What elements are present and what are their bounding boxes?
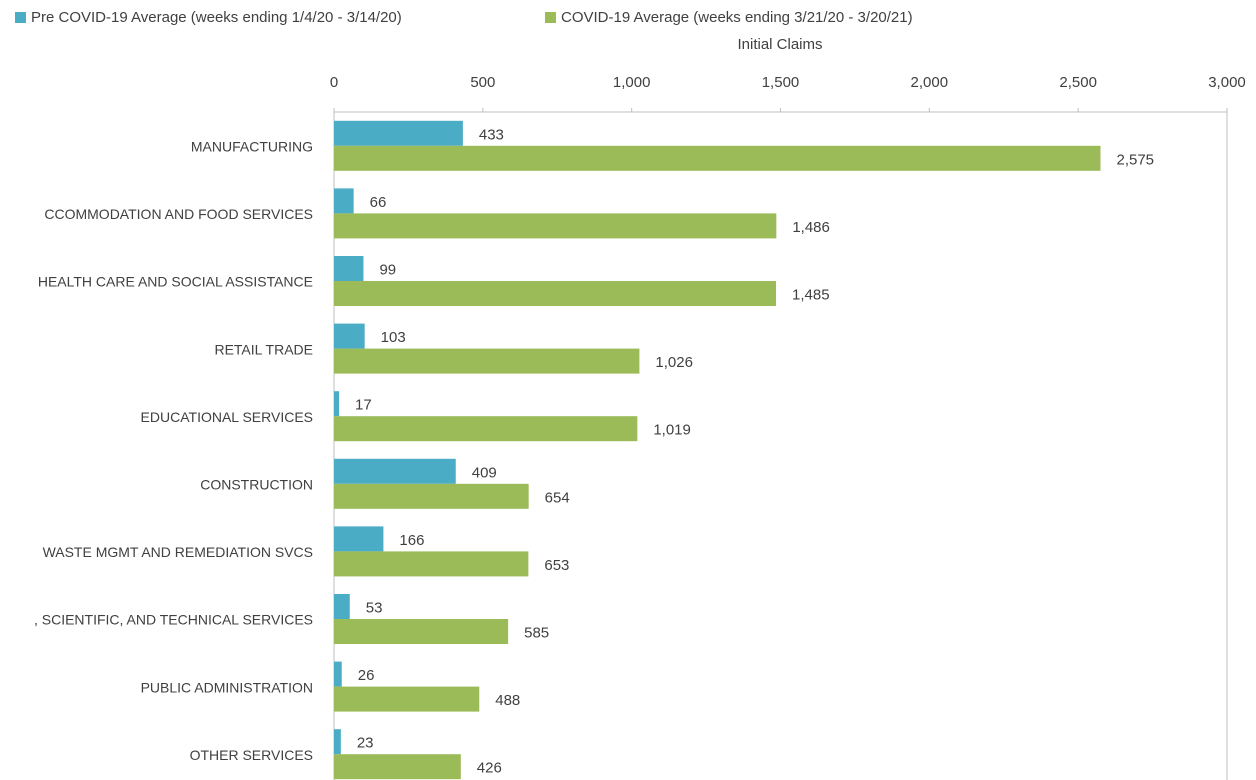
bar <box>334 281 777 306</box>
data-label: 654 <box>545 489 570 506</box>
data-label: 17 <box>355 397 372 414</box>
y-tick-label: EDUCATIONAL SERVICES <box>141 409 313 425</box>
x-tick-label: 3,000 <box>1208 74 1246 91</box>
bar <box>334 594 350 619</box>
y-tick-label: CCOMMODATION AND FOOD SERVICES <box>44 206 313 222</box>
y-tick-label: MANUFACTURING <box>191 139 313 155</box>
bar <box>334 661 342 687</box>
data-label: 99 <box>379 261 396 278</box>
bar <box>334 120 463 146</box>
legend-label: COVID-19 Average (weeks ending 3/21/20 -… <box>561 9 913 26</box>
data-label: 2,575 <box>1116 151 1154 168</box>
bar <box>334 145 1101 171</box>
x-tick-label: 1,500 <box>762 74 800 91</box>
data-label: 488 <box>495 692 520 709</box>
data-label: 66 <box>370 194 387 211</box>
y-tick-label: OTHER SERVICES <box>190 747 313 763</box>
data-label: 1,019 <box>653 422 691 439</box>
data-label: 426 <box>477 760 502 777</box>
y-tick-label: CONSTRUCTION <box>200 477 313 493</box>
axis-title: Initial Claims <box>737 36 822 53</box>
data-label: 409 <box>472 464 497 481</box>
bar <box>334 729 341 755</box>
data-label: 103 <box>381 329 406 346</box>
data-label: 1,486 <box>792 219 830 236</box>
x-tick-label: 1,000 <box>613 74 651 91</box>
y-tick-label: WASTE MGMT AND REMEDIATION SVCS <box>43 544 313 560</box>
bar <box>334 256 364 281</box>
data-label: 26 <box>358 667 375 684</box>
bar <box>334 551 529 577</box>
data-label: 23 <box>357 735 374 752</box>
x-tick-label: 2,500 <box>1059 74 1097 91</box>
bar <box>334 188 354 214</box>
y-tick-label: RETAIL TRADE <box>214 341 313 357</box>
bar <box>334 526 384 552</box>
x-tick-label: 500 <box>470 74 495 91</box>
y-tick-label: , SCIENTIFIC, AND TECHNICAL SERVICES <box>34 612 313 628</box>
data-label: 166 <box>399 532 424 549</box>
y-tick-label: HEALTH CARE AND SOCIAL ASSISTANCE <box>38 274 313 290</box>
data-label: 53 <box>366 599 383 616</box>
x-tick-label: 2,000 <box>911 74 949 91</box>
legend-swatch <box>545 12 556 23</box>
bar <box>334 323 365 349</box>
plot-frame <box>333 111 1228 780</box>
bar <box>334 458 456 484</box>
bar <box>334 619 509 644</box>
legend-swatch <box>15 12 26 23</box>
bar <box>334 416 638 442</box>
data-label: 433 <box>479 126 504 143</box>
bar <box>334 348 640 374</box>
y-tick-label: PUBLIC ADMINISTRATION <box>141 679 313 695</box>
data-label: 653 <box>544 557 569 574</box>
data-label: 1,485 <box>792 286 830 303</box>
bar <box>334 213 777 239</box>
legend-label: Pre COVID-19 Average (weeks ending 1/4/2… <box>31 9 402 26</box>
data-label: 585 <box>524 624 549 641</box>
bar <box>334 391 340 417</box>
bar <box>334 483 529 509</box>
data-label: 1,026 <box>655 354 693 371</box>
x-tick-label: 0 <box>330 74 338 91</box>
bar <box>334 754 461 780</box>
bar <box>334 686 480 712</box>
